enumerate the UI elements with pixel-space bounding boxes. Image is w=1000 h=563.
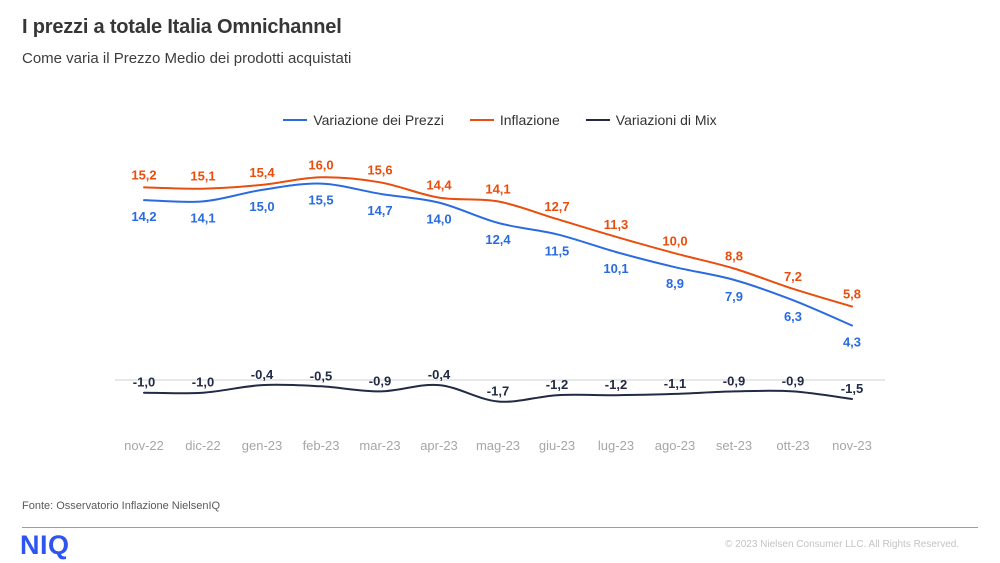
data-label: 15,1 xyxy=(190,169,215,184)
data-label: 8,9 xyxy=(666,276,684,291)
x-tick-label: gen-23 xyxy=(242,438,282,453)
data-label: -1,7 xyxy=(487,384,509,399)
legend-swatch-dark-line xyxy=(585,119,610,121)
series-path-0 xyxy=(143,182,853,327)
copyright-text: © 2023 Nielsen Consumer LLC. All Rights … xyxy=(725,539,960,550)
data-label: 12,7 xyxy=(544,199,569,214)
legend-label: Inflazione xyxy=(499,112,560,128)
data-label: -0,9 xyxy=(723,373,745,388)
legend-label: Variazione dei Prezzi xyxy=(313,112,444,128)
data-label: 15,2 xyxy=(131,167,156,182)
x-tick-label: ott-23 xyxy=(776,438,809,453)
line-chart: nov-22 dic-22 gen-23 feb-23 mar-23 apr-23 mag-… xyxy=(115,157,885,453)
x-tick-label: nov-22 xyxy=(124,438,164,453)
data-label: 14,1 xyxy=(485,181,510,196)
x-tick-label: apr-23 xyxy=(420,438,458,453)
data-label: 14,0 xyxy=(426,212,451,227)
x-tick-label: feb-23 xyxy=(303,438,340,453)
data-label: -1,0 xyxy=(192,375,214,390)
x-tick-label: mar-23 xyxy=(359,438,400,453)
legend-swatch-orange-line xyxy=(469,119,494,121)
data-label: 15,6 xyxy=(367,162,392,177)
x-tick-label: nov-23 xyxy=(832,438,872,453)
data-label: 4,3 xyxy=(843,335,861,350)
data-label: -1,2 xyxy=(546,377,568,392)
data-label: 10,0 xyxy=(662,233,687,248)
x-tick-label: mag-23 xyxy=(476,438,520,453)
data-label: -0,5 xyxy=(310,368,332,383)
data-label: 15,0 xyxy=(249,199,274,214)
source-note: Fonte: Osservatorio Inflazione NielsenIQ xyxy=(22,500,221,512)
data-label: 11,5 xyxy=(545,243,570,258)
data-label: 14,7 xyxy=(367,203,392,218)
data-label: 14,4 xyxy=(426,178,452,193)
data-label: 6,3 xyxy=(784,309,802,324)
data-label: -1,2 xyxy=(605,377,627,392)
page-subtitle: Come varia il Prezzo Medio dei prodotti … xyxy=(22,50,352,67)
data-label: 16,0 xyxy=(308,157,333,172)
data-label: 10,1 xyxy=(603,261,628,276)
data-label: -0,4 xyxy=(251,367,274,382)
data-label: 15,4 xyxy=(249,165,275,180)
footer-divider xyxy=(22,527,978,528)
series-path-2 xyxy=(143,383,853,403)
x-tick-label: giu-23 xyxy=(539,438,575,453)
data-label: -1,1 xyxy=(664,376,686,391)
niq-logo: NIQ xyxy=(20,530,70,560)
data-label: 5,8 xyxy=(843,287,861,302)
data-label: 12,4 xyxy=(485,232,511,247)
legend-label: Variazioni di Mix xyxy=(615,112,717,128)
x-tick-label: dic-22 xyxy=(185,438,220,453)
data-label: 15,5 xyxy=(308,193,333,208)
data-label: 14,1 xyxy=(190,210,215,225)
data-label: -0,9 xyxy=(782,373,804,388)
series-path-1 xyxy=(143,176,853,308)
legend-item-variazioni-mix: Variazioni di Mix xyxy=(585,112,717,128)
data-label: -0,9 xyxy=(369,373,391,388)
legend-item-variazione-prezzi: Variazione dei Prezzi xyxy=(283,112,444,128)
data-label: -1,5 xyxy=(841,381,863,396)
data-label: 7,2 xyxy=(784,269,802,284)
data-label: 8,8 xyxy=(725,249,743,264)
x-tick-label: ago-23 xyxy=(655,438,695,453)
x-tick-label: set-23 xyxy=(716,438,752,453)
data-label: 11,3 xyxy=(604,217,629,232)
chart-legend: Variazione dei Prezzi Inflazione Variazi… xyxy=(0,112,1000,128)
data-label: 14,2 xyxy=(131,209,156,224)
legend-item-inflazione: Inflazione xyxy=(469,112,560,128)
data-label: -1,0 xyxy=(133,375,155,390)
page-title: I prezzi a totale Italia Omnichannel xyxy=(22,16,342,38)
x-tick-label: lug-23 xyxy=(598,438,634,453)
data-label: -0,4 xyxy=(428,367,451,382)
data-label: 7,9 xyxy=(725,289,743,304)
legend-swatch-blue-line xyxy=(283,119,308,121)
